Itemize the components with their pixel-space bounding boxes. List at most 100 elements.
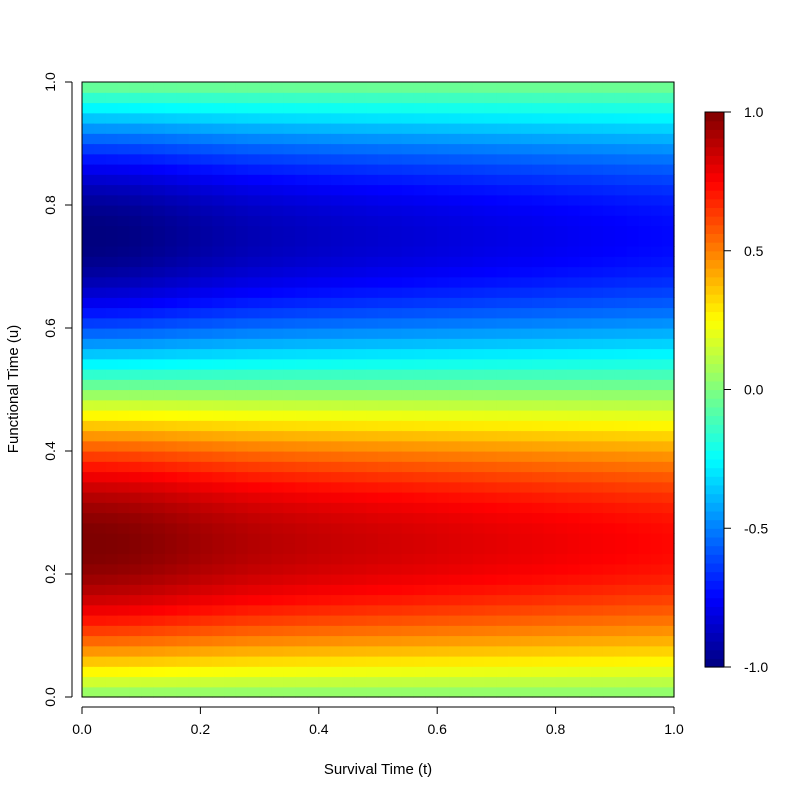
heatmap-cell: [449, 512, 462, 524]
heatmap-cell: [93, 410, 107, 421]
heatmap-cell: [626, 112, 640, 124]
heatmap-cell: [176, 266, 190, 278]
heatmap-cell: [602, 686, 616, 698]
heatmap-cell: [437, 266, 450, 278]
heatmap-cell: [567, 451, 580, 462]
heatmap-cell: [472, 615, 486, 626]
heatmap-cell: [247, 143, 261, 155]
heatmap-cell: [212, 194, 225, 206]
heatmap-cell: [508, 645, 521, 657]
heatmap-cell: [484, 112, 497, 124]
heatmap-cell: [602, 502, 616, 514]
heatmap-cell: [117, 399, 130, 411]
heatmap-cell: [247, 553, 261, 565]
heatmap-cell: [82, 563, 95, 575]
heatmap-cell: [105, 379, 119, 391]
heatmap-cell: [449, 235, 462, 247]
heatmap-cell: [531, 399, 545, 411]
heatmap-cell: [591, 225, 604, 237]
heatmap-cell: [318, 256, 332, 268]
heatmap-cell: [117, 348, 130, 360]
heatmap-cell: [224, 266, 237, 278]
heatmap-cell: [389, 358, 403, 370]
heatmap-cell: [200, 133, 213, 145]
heatmap-cell: [472, 430, 486, 442]
heatmap-cell: [484, 594, 497, 606]
heatmap-cell: [626, 645, 640, 657]
heatmap-cell: [330, 82, 344, 93]
heatmap-cell: [531, 635, 545, 647]
heatmap-cell: [389, 656, 403, 667]
heatmap-cell: [413, 225, 426, 237]
heatmap-cell: [164, 92, 178, 104]
heatmap-cell: [318, 379, 332, 391]
heatmap-cell: [247, 123, 261, 134]
heatmap-cell: [401, 645, 415, 657]
heatmap-cell: [176, 533, 190, 544]
heatmap-cell: [378, 451, 391, 462]
heatmap-cell: [247, 686, 261, 698]
heatmap-cell: [662, 615, 675, 626]
heatmap-cell: [342, 164, 355, 175]
heatmap-cell: [425, 635, 438, 647]
heatmap-cell: [425, 440, 438, 452]
heatmap-cell: [366, 584, 379, 596]
heatmap-cell: [591, 645, 604, 657]
heatmap-cell: [662, 266, 675, 278]
heatmap-cell: [247, 594, 261, 606]
heatmap-cell: [354, 420, 367, 432]
heatmap-cell: [638, 133, 651, 145]
heatmap-cell: [117, 256, 130, 268]
heatmap-cell: [472, 369, 486, 380]
heatmap-cell: [650, 266, 663, 278]
heatmap-cell: [247, 287, 261, 298]
heatmap-cell: [531, 512, 545, 524]
heatmap-cell: [638, 440, 651, 452]
colorbar-segment: [705, 380, 724, 391]
heatmap-cell: [247, 481, 261, 493]
heatmap-cell: [543, 174, 557, 186]
heatmap-cell: [283, 533, 296, 544]
heatmap-cell: [508, 574, 521, 585]
heatmap-cell: [283, 369, 296, 380]
heatmap-cell: [212, 82, 225, 93]
heatmap-cell: [176, 604, 190, 616]
heatmap-cell: [460, 615, 474, 626]
heatmap-cell: [449, 389, 462, 401]
heatmap-cell: [200, 574, 213, 585]
heatmap-cell: [626, 574, 640, 585]
heatmap-cell: [460, 246, 474, 257]
heatmap-cell: [176, 666, 190, 678]
heatmap-cell: [164, 143, 178, 155]
heatmap-cell: [401, 276, 415, 288]
heatmap-cell: [389, 574, 403, 585]
heatmap-cell: [449, 205, 462, 216]
colorbar-segment: [705, 658, 724, 668]
heatmap-cell: [437, 112, 450, 124]
heatmap-cell: [638, 481, 651, 493]
heatmap-cell: [306, 492, 320, 503]
heatmap-cell: [472, 420, 486, 432]
heatmap-cell: [508, 686, 521, 698]
heatmap-cell: [82, 205, 95, 216]
heatmap-cell: [437, 563, 450, 575]
colorbar: 1.00.50.0-0.5-1.0: [704, 104, 768, 675]
heatmap-cell: [460, 328, 474, 339]
heatmap-cell: [366, 184, 379, 196]
heatmap-cell: [579, 317, 592, 329]
heatmap-cell: [354, 133, 367, 145]
heatmap-cell: [413, 420, 426, 432]
heatmap-cell: [141, 492, 154, 503]
heatmap-cell: [626, 123, 640, 134]
heatmap-cell: [437, 123, 450, 134]
heatmap-cell: [295, 276, 308, 288]
heatmap-cell: [401, 584, 415, 596]
heatmap-cell: [141, 430, 154, 442]
heatmap-cell: [401, 82, 415, 93]
heatmap-cell: [306, 451, 320, 462]
heatmap-cell: [413, 553, 426, 565]
heatmap-cell: [496, 471, 509, 483]
heatmap-cell: [188, 584, 201, 596]
heatmap-cell: [330, 194, 344, 206]
heatmap-cell: [235, 666, 249, 678]
